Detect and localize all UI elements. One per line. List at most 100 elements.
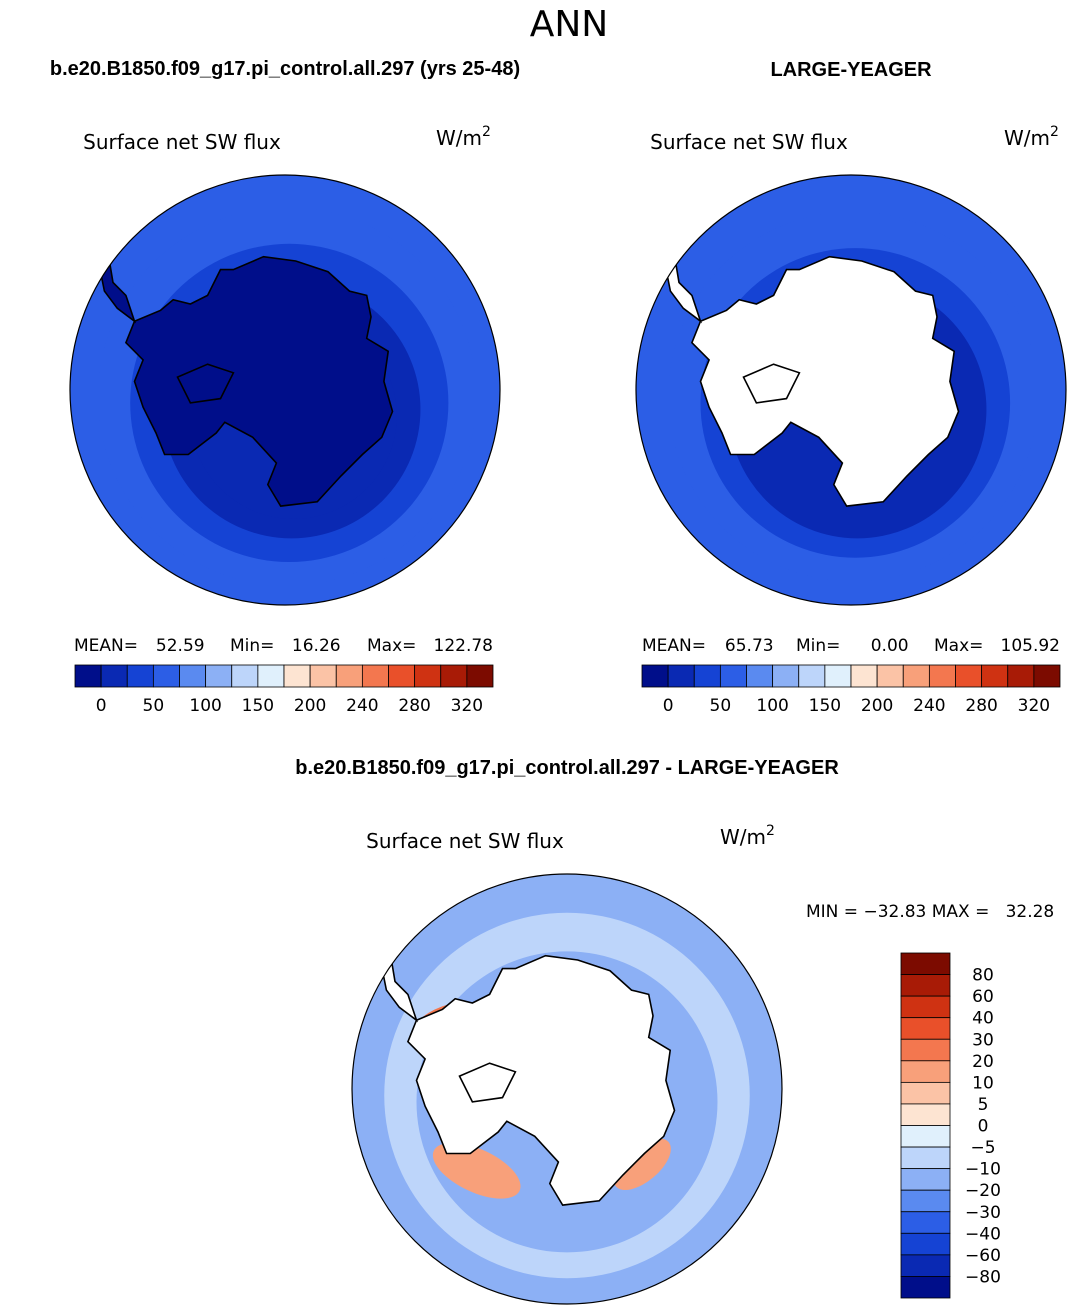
colorbar-swatch [126,664,154,688]
colorbar-tick-label: −20 [965,1181,1001,1201]
colorbar-swatch [900,1038,951,1062]
stat-mean-value: 52.59 [156,636,205,656]
colorbar-tick-label: 0 [663,696,674,716]
page-title: ANN [530,4,609,45]
stat-min-value: 0.00 [871,636,909,656]
colorbar-swatch [900,1146,951,1170]
colorbar-swatch [900,1254,951,1277]
colorbar-tick-label: 280 [965,696,997,716]
colorbar-tick-label: 20 [972,1052,994,1072]
colorbar-tick-label: 100 [756,696,788,716]
stat-min-label: Min= [230,636,274,656]
colorbar-swatch [179,664,207,688]
colorbar-obs: 0 50 100 150 200 240 280 320 [641,664,1061,716]
colorbar-swatch [414,664,442,688]
colorbar-swatch [100,664,128,688]
anomaly-weddell-coast [432,1142,521,1199]
colorbar-swatch [283,664,311,688]
colorbar-swatch [719,664,747,688]
colorbar-swatch [74,664,102,688]
variable-label-diff: Surface net SW flux [366,829,564,853]
polar-map-obs [635,174,1067,606]
colorbar-swatch [900,1017,951,1040]
units-label-diff: W/m2 [720,823,775,849]
units-label-obs: W/m2 [1004,124,1059,150]
case-title-diff: b.e20.B1850.f09_g17.pi_control.all.297 -… [295,757,839,779]
case-title-obs: LARGE-YEAGER [770,59,932,81]
colorbar-swatch [824,664,852,688]
stats-obs: MEAN= 65.73 Min= 0.00 Max= 105.92 [642,636,1060,656]
colorbar-tick-label: 320 [451,696,483,716]
colorbar-tick-label: 60 [972,987,994,1007]
colorbar-swatch [772,664,800,688]
colorbar-model: 0 50 100 150 200 240 280 320 [74,664,494,716]
units-label-model: W/m2 [436,124,491,150]
stats-diff: MIN = −32.83 MAX = 32.28 [806,902,1054,922]
case-title-model: b.e20.B1850.f09_g17.pi_control.all.297 (… [50,58,520,80]
colorbar-tick-label: 0 [96,696,107,716]
colorbar-tick-label: −60 [965,1246,1001,1266]
anomaly-ross-sea [613,1138,671,1190]
colorbar-swatch [466,664,494,688]
colorbar-tick-label: 240 [346,696,378,716]
polar-map-diff [351,873,783,1305]
colorbar-tick-label: 320 [1018,696,1050,716]
colorbar-swatch [900,995,951,1019]
map-border [69,174,501,606]
variable-label-model: Surface net SW flux [83,130,281,154]
colorbar-swatch [693,664,721,688]
colorbar-swatch [335,664,363,688]
colorbar-swatch [641,664,669,688]
colorbar-swatch [900,974,951,997]
panel-obs: LARGE-YEAGER Surface net SW flux W/m2 ME… [635,59,1067,716]
colorbar-swatch [900,952,951,975]
colorbar-swatch [231,664,259,688]
colorbar-tick-label: 100 [189,696,221,716]
colorbar-tick-label: −5 [970,1138,995,1158]
colorbar-swatch [900,1125,951,1148]
colorbar-swatch [798,664,826,688]
colorbar-tick-label: 200 [294,696,326,716]
colorbar-swatch [902,664,930,688]
colorbar-tick-label: 80 [972,966,994,986]
stat-min-value: 16.26 [292,636,341,656]
variable-label-obs: Surface net SW flux [650,130,848,154]
colorbar-swatch [928,664,956,688]
colorbar-swatch [440,664,468,688]
stat-min-label: Min= [796,636,840,656]
colorbar-swatch [361,664,389,688]
colorbar-tick-label: −30 [965,1203,1001,1223]
colorbar-tick-label: −40 [965,1224,1001,1244]
colorbar-swatch [900,1189,951,1213]
stat-mean-value: 65.73 [725,636,774,656]
colorbar-swatch [900,1081,951,1105]
colorbar-tick-label: 200 [861,696,893,716]
colorbar-tick-label: 280 [398,696,430,716]
colorbar-tick-label: 50 [143,696,165,716]
colorbar-swatch [876,664,904,688]
colorbar-swatch [1033,664,1061,688]
colorbar-swatch [667,664,695,688]
stat-max-label: Max= [934,636,983,656]
panel-diff: b.e20.B1850.f09_g17.pi_control.all.297 -… [295,757,1054,1305]
colorbar-tick-label: 0 [978,1117,989,1137]
colorbar-swatch [900,1060,951,1083]
colorbar-swatch [900,1103,951,1126]
colorbar-swatch [746,664,774,688]
stat-max-value: 105.92 [1001,636,1060,656]
colorbar-swatch [900,1276,951,1299]
colorbar-swatch [388,664,416,688]
colorbar-tick-label: −80 [965,1267,1001,1287]
colorbar-swatch [955,664,983,688]
colorbar-swatch [205,664,233,688]
colorbar-tick-label: −10 [965,1160,1001,1180]
colorbar-swatch [257,664,285,688]
colorbar-swatch [309,664,337,688]
stat-mean-label: MEAN= [642,636,706,656]
colorbar-swatch [152,664,180,688]
colorbar-tick-label: 30 [972,1030,994,1050]
colorbar-swatch [900,1232,951,1256]
panel-model: b.e20.B1850.f09_g17.pi_control.all.297 (… [50,58,520,716]
